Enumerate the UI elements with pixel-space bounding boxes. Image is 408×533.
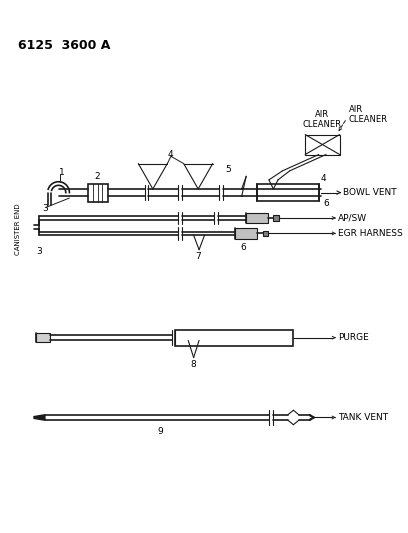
Text: 4: 4 — [167, 150, 173, 159]
Text: 3: 3 — [42, 205, 48, 213]
Text: 4: 4 — [321, 174, 326, 183]
Text: 1: 1 — [58, 168, 64, 177]
Bar — [246, 213, 268, 223]
Bar — [175, 329, 293, 346]
Bar — [235, 228, 257, 239]
Polygon shape — [34, 415, 45, 420]
Text: CANISTER END: CANISTER END — [15, 203, 21, 255]
Text: TANK VENT: TANK VENT — [338, 413, 388, 422]
Bar — [305, 134, 339, 155]
Text: PURGE: PURGE — [338, 333, 368, 342]
Text: 6: 6 — [323, 199, 329, 208]
Text: EGR HARNESS: EGR HARNESS — [338, 229, 403, 238]
Text: BOWL VENT: BOWL VENT — [343, 188, 397, 197]
Bar — [36, 333, 50, 342]
Bar — [273, 215, 279, 221]
Text: 3: 3 — [36, 247, 42, 256]
Text: 7: 7 — [195, 253, 201, 262]
Bar — [89, 183, 109, 201]
Text: 6: 6 — [241, 244, 246, 253]
Bar — [257, 184, 319, 201]
Text: 9: 9 — [157, 427, 163, 437]
Text: AIR
CLEANER: AIR CLEANER — [303, 110, 342, 129]
Bar — [263, 231, 268, 236]
Text: 6125  3600 A: 6125 3600 A — [18, 39, 110, 52]
Text: 5: 5 — [225, 165, 231, 174]
Text: 8: 8 — [190, 360, 196, 369]
Text: AP/SW: AP/SW — [338, 214, 367, 222]
Text: AIR
CLEANER: AIR CLEANER — [349, 105, 388, 124]
Text: 2: 2 — [95, 172, 100, 181]
